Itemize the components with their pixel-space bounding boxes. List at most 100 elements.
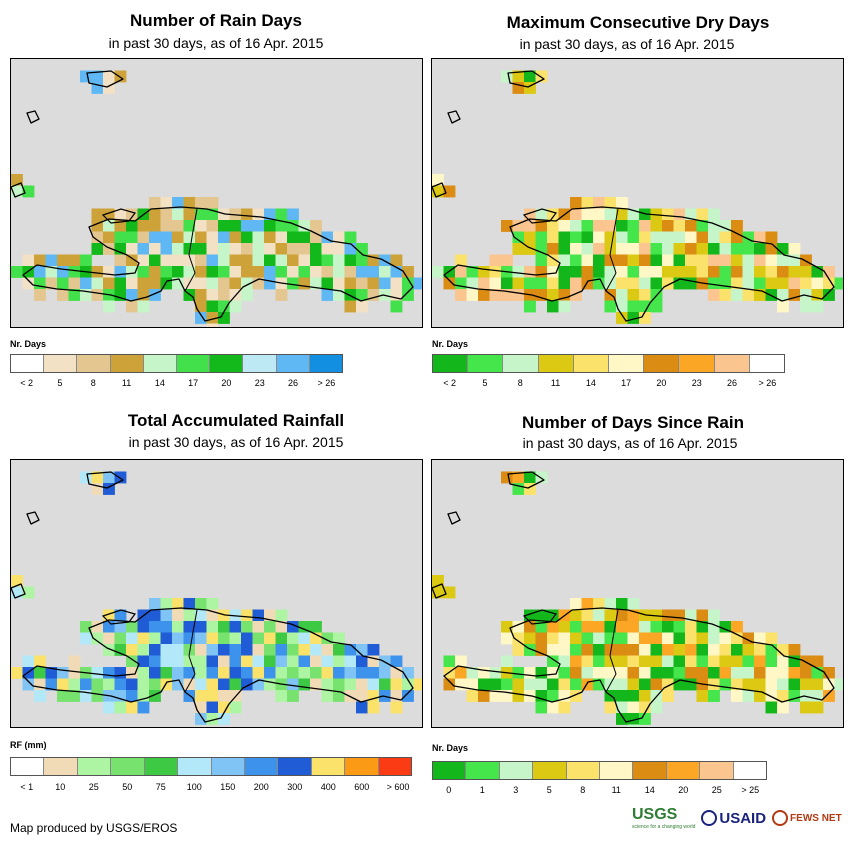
grid-cell [777,701,789,714]
grid-cell [80,289,92,301]
grid-cell [264,220,276,232]
grid-cell [229,254,242,267]
grid-cell [616,621,628,633]
grid-cell [616,690,628,702]
grid-cell [777,644,789,656]
grid-cell [241,220,253,232]
grid-cell [708,243,720,255]
grid-cell [275,655,288,668]
grid-cell [172,678,184,691]
grid-cell [627,312,640,324]
grid-cell [183,644,196,656]
grid-cell [229,621,242,633]
grid-cell [252,220,265,232]
grid-cell [742,254,755,267]
grid-cell [91,483,104,495]
grid-cell [379,667,391,679]
grid-cell [742,678,755,691]
grid-cell [535,621,548,633]
grid-cell [581,254,594,267]
map-total-rainfall[interactable] [10,459,423,728]
grid-cell [593,678,605,691]
grid-cell [275,644,288,656]
grid-cell [91,82,104,94]
grid-cell [708,609,720,622]
grid-cell [241,644,253,656]
grid-cell [206,655,219,668]
grid-cell [333,655,345,668]
legend-swatch [714,355,750,372]
grid-cell [696,266,709,278]
legend-tick-label: 5 [482,378,488,388]
grid-cell [650,667,663,679]
grid-cell [103,621,115,633]
grid-cell [195,644,207,656]
map-rain-days[interactable] [10,58,423,328]
grid-cell [68,690,81,702]
grid-cell [547,300,559,313]
grid-cell [639,277,651,290]
map-max-dry-days[interactable] [431,58,844,328]
grid-cell [811,701,824,714]
grid-cell [570,609,582,622]
grid-cell [788,690,801,702]
legend-tick-label: 8 [517,378,523,388]
grid-cell [719,644,732,656]
grid-cell [126,667,138,679]
grid-cell [547,667,559,679]
grid-cell [547,621,559,633]
grid-cell [478,678,490,691]
legend-swatch [210,355,244,372]
grid-cell [524,609,536,622]
grid-cell [593,243,605,255]
grid-cell [22,586,35,599]
legend-tick-label: 75 [155,782,166,792]
grid-cell [593,667,605,679]
grid-cell [765,289,778,301]
legend-tick-label: 150 [220,782,236,792]
grid-cell [512,82,525,94]
grid-cell [719,277,732,290]
grid-cell [627,243,640,255]
grid-cell [443,185,456,198]
grid-cell [367,655,380,668]
grid-cell [195,690,207,702]
grid-cell [229,667,242,679]
grid-cell [195,300,207,313]
legend-tick-label: < 2 [443,378,457,388]
grid-cell [114,208,127,221]
map-days-since-rain[interactable] [431,459,844,728]
grid-cell [11,586,23,599]
grid-cell [627,632,640,645]
grid-cell [616,609,628,622]
grid-cell [558,231,571,244]
grid-cell [333,289,345,301]
grid-cell [356,300,368,313]
usgs-logo: USGS science for a changing world [632,806,695,830]
grid-cell [788,243,801,255]
grid-cell [731,678,743,691]
grid-cell [333,678,345,691]
grid-cell [558,701,571,714]
grid-cell [275,690,288,702]
grid-cell [535,690,548,702]
grid-cell [570,644,582,656]
legend-tick-label: 300 [287,782,303,792]
grid-cell [287,243,299,255]
grid-cell [287,655,299,668]
legend-tick-label: > 600 [386,782,410,792]
grid-cell [639,231,651,244]
grid-cell [593,231,605,244]
grid-cell [34,690,46,702]
grid-cell [604,655,617,668]
grid-cell [524,667,536,679]
grid-cell [512,678,525,691]
grid-cell [547,690,559,702]
panel-title: Number of Rain Days [130,11,302,30]
grid-cell [685,632,697,645]
grid-cell [570,289,582,301]
grid-cell [777,690,789,702]
grid-cell [570,220,582,232]
grid-cell [149,609,161,622]
coastline [432,182,447,198]
